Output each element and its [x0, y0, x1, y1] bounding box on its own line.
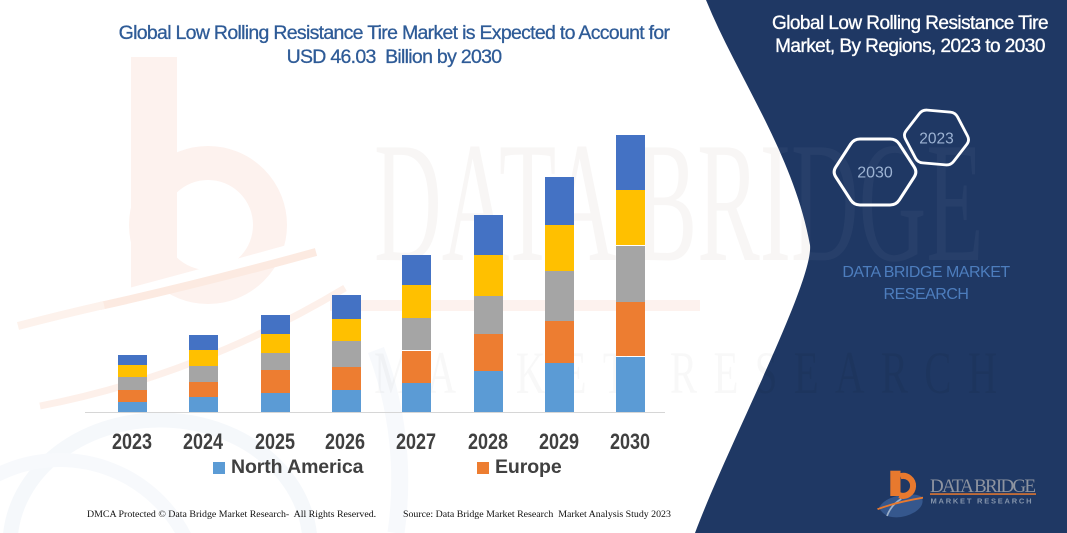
svg-text:2030: 2030	[857, 165, 893, 182]
svg-text:2023: 2023	[919, 131, 953, 148]
svg-text:MARKET RESEARCH: MARKET RESEARCH	[931, 497, 1034, 506]
svg-text:MARKET RESEARCH: MARKET RESEARCH	[374, 340, 1014, 407]
svg-text:DATA BRIDGE: DATA BRIDGE	[930, 476, 1036, 497]
